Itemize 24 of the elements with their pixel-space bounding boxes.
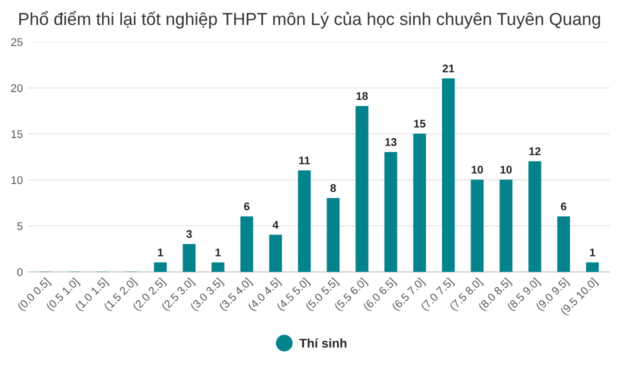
y-tick-label: 25: [11, 38, 23, 46]
data-label: 12: [529, 147, 541, 156]
chart-title: Phổ điểm thi lại tốt nghiệp THPT môn Lý của học sinh chuyên Tuyên Quang: [19, 10, 600, 29]
data-label: 11: [299, 156, 310, 164]
data-label: 1: [590, 248, 596, 256]
data-label: 21: [442, 64, 454, 72]
data-label: 1: [216, 248, 221, 256]
data-label: 15: [414, 120, 426, 128]
data-label: 13: [385, 138, 397, 146]
y-tick-label: 20: [11, 84, 23, 92]
y-tick-label: 0: [17, 268, 23, 276]
data-label: 8: [330, 184, 336, 192]
data-label: 18: [356, 92, 368, 100]
data-label: 10: [472, 166, 483, 174]
legend-label: Thí sinh: [299, 338, 346, 348]
data-label: 6: [560, 202, 566, 210]
data-label: 10: [500, 166, 512, 174]
data-label: 4: [272, 221, 279, 229]
y-tick-label: 10: [11, 176, 23, 184]
data-label: 3: [186, 230, 192, 238]
y-tick-label: 15: [11, 130, 23, 138]
data-label: 6: [244, 202, 250, 210]
data-label: 1: [158, 248, 164, 256]
y-tick-label: 5: [17, 222, 23, 230]
